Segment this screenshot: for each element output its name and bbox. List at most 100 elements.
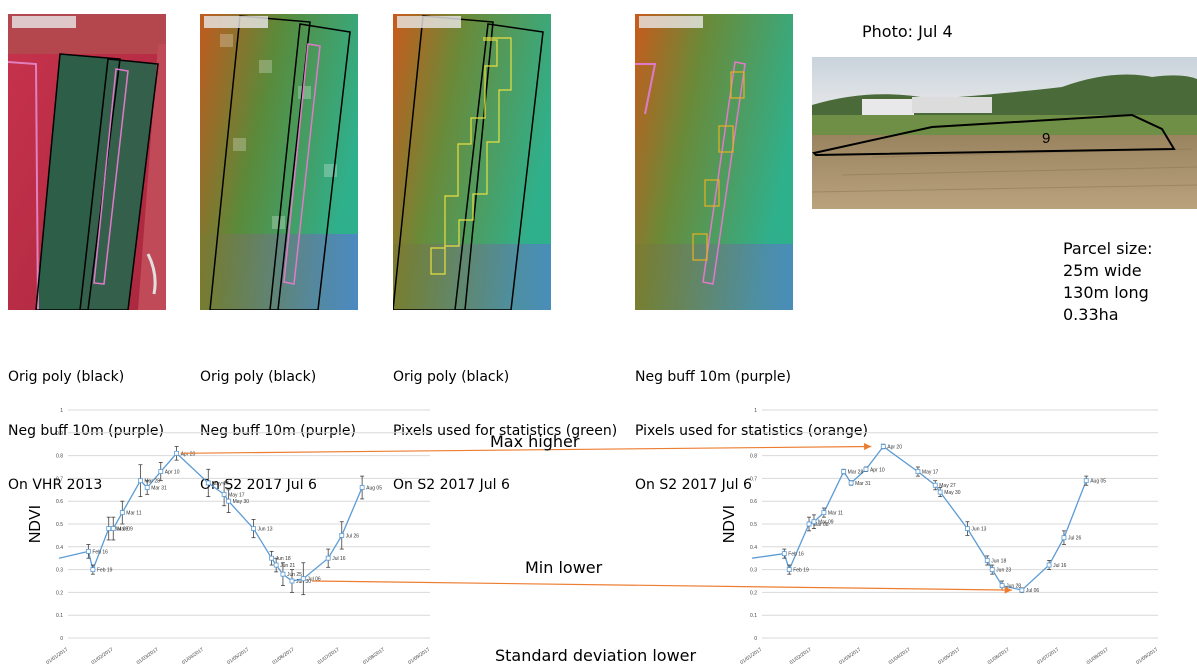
data-point [984, 558, 990, 563]
y-tick-label: 0.2 [750, 590, 757, 596]
x-tick-label: 01/02/2017 [789, 647, 813, 666]
photo-parcel-label: 9 [1042, 130, 1050, 147]
data-point [880, 444, 886, 449]
data-label: Apr 10 [870, 467, 885, 473]
comparison-arrows [180, 442, 1012, 594]
data-point [1019, 587, 1025, 593]
data-label: Mar 08 [113, 527, 129, 533]
data-point [251, 526, 256, 531]
y-tick-label: 0.6 [750, 499, 757, 505]
x-tick-label: 01/07/2017 [317, 647, 341, 666]
data-label: May 17 [228, 492, 245, 498]
data-label: Mar 31 [151, 486, 167, 492]
caption-line: Neg buff 10m (purple) [200, 423, 357, 439]
data-label: Feb 19 [97, 568, 113, 574]
y-axis-label: NDVI [721, 505, 738, 543]
data-label: Mar 09 [818, 520, 834, 526]
data-point [226, 498, 232, 504]
data-label: May 27 [939, 483, 956, 489]
data-label: Jun 18 [991, 558, 1006, 564]
x-tick-label: 01/01/2017 [739, 647, 763, 666]
data-label: Aug 05 [1090, 479, 1106, 485]
data-label: Apr 10 [165, 470, 180, 476]
data-label: Jun 25 [287, 572, 302, 578]
y-tick-label: 0 [60, 636, 63, 642]
data-label: Apr 20 [887, 444, 902, 450]
parcel-size: Parcel size: 25m wide 130m long 0.33ha [1063, 238, 1153, 326]
caption-line: Neg buff 10m (purple) [8, 423, 165, 439]
arrow-max [180, 442, 872, 454]
data-point [339, 532, 345, 538]
y-tick-label: 0.4 [750, 545, 757, 551]
y-tick-label: 0.9 [56, 431, 63, 437]
y-tick-label: 0.5 [56, 522, 63, 528]
data-label: Jun 21 [280, 563, 295, 569]
photo-title: Photo: Jul 4 [862, 22, 953, 41]
arrow-min [311, 580, 1012, 594]
caption-panel-3: Orig poly (black) Pixels used for statis… [393, 332, 617, 512]
data-point [1046, 562, 1052, 568]
data-point [359, 485, 365, 490]
data-label: Feb 19 [793, 568, 809, 574]
ndvi-chart-right: 0 0.1 0.2 0.3 0.4 0.5 0.6 0.7 0.8 0.9 1 01/01/2017 0… [721, 408, 1159, 666]
data-point [841, 469, 847, 474]
data-label: Jun 23 [996, 568, 1011, 574]
annotation-max: Max higher [490, 432, 580, 451]
data-label: Jul 16 [332, 556, 346, 562]
data-point [937, 489, 943, 495]
vhr-2013-image [8, 14, 166, 310]
x-tick-label: 01/08/2017 [1086, 647, 1110, 666]
y-tick-label: 0.7 [750, 476, 757, 482]
data-label: Jul 16 [1053, 563, 1067, 569]
data-point [205, 480, 211, 486]
data-label: Mar 28 [848, 470, 864, 476]
caption-line: Neg buff 10m (purple) [635, 369, 792, 385]
x-tick-label: 01/05/2017 [226, 647, 250, 666]
data-label: Mar 31 [855, 481, 871, 487]
y-tick-label: 1 [60, 408, 63, 414]
data-point [786, 567, 792, 573]
y-tick-label: 0.8 [750, 454, 757, 460]
y-tick-label: 1 [754, 408, 757, 414]
s2-jul6-image-b [393, 14, 551, 310]
data-point [811, 519, 817, 525]
caption-line: On VHR 2013 [8, 477, 103, 493]
data-label: Feb 16 [92, 549, 108, 555]
data-label: Mar 28 [144, 479, 160, 485]
caption-line: On S2 2017 Jul 6 [393, 477, 510, 493]
x-tick-label: 01/09/2017 [407, 647, 431, 666]
data-label: Jul 06 [307, 577, 321, 583]
data-point [280, 571, 286, 577]
data-point [289, 578, 295, 584]
y-tick-label: 0 [754, 636, 757, 642]
x-tick-label: 01/04/2017 [181, 647, 205, 666]
s2-jul6-image-a [200, 14, 358, 310]
x-tick-label: 01/09/2017 [1135, 647, 1159, 666]
data-label: Mar 11 [126, 511, 141, 517]
data-label: May 30 [233, 499, 250, 505]
data-point [1083, 478, 1089, 484]
data-point [221, 491, 227, 497]
data-point [806, 521, 812, 527]
caption-panel-1: Orig poly (black) Neg buff 10m (purple) … [8, 332, 164, 512]
caption-line: Orig poly (black) [200, 369, 317, 385]
data-point [110, 526, 116, 531]
y-axis-label: NDVI [27, 505, 44, 543]
data-label: Jun 18 [276, 556, 291, 562]
ndvi-chart-left: 0 0.1 0.2 0.3 0.4 0.5 0.6 0.7 0.8 0.9 1 01/01/2017 0… [27, 408, 431, 666]
data-label: May 30 [944, 490, 961, 496]
data-point [1061, 535, 1067, 541]
data-point [965, 526, 970, 531]
data-point [989, 567, 995, 573]
data-point [325, 555, 331, 561]
data-point [158, 469, 164, 474]
caption-panel-2: Orig poly (black) Neg buff 10m (purple) … [200, 332, 356, 512]
caption-line: Orig poly (black) [393, 369, 510, 385]
x-tick-label: 01/06/2017 [271, 647, 295, 666]
data-point [863, 466, 869, 472]
data-point [915, 469, 921, 474]
data-label: Mar 09 [117, 527, 133, 533]
data-point [300, 576, 306, 582]
data-point [273, 562, 279, 568]
ndvi-charts: 0 0.1 0.2 0.3 0.4 0.5 0.6 0.7 0.8 0.9 1 01/01/2017 0… [27, 408, 1159, 666]
